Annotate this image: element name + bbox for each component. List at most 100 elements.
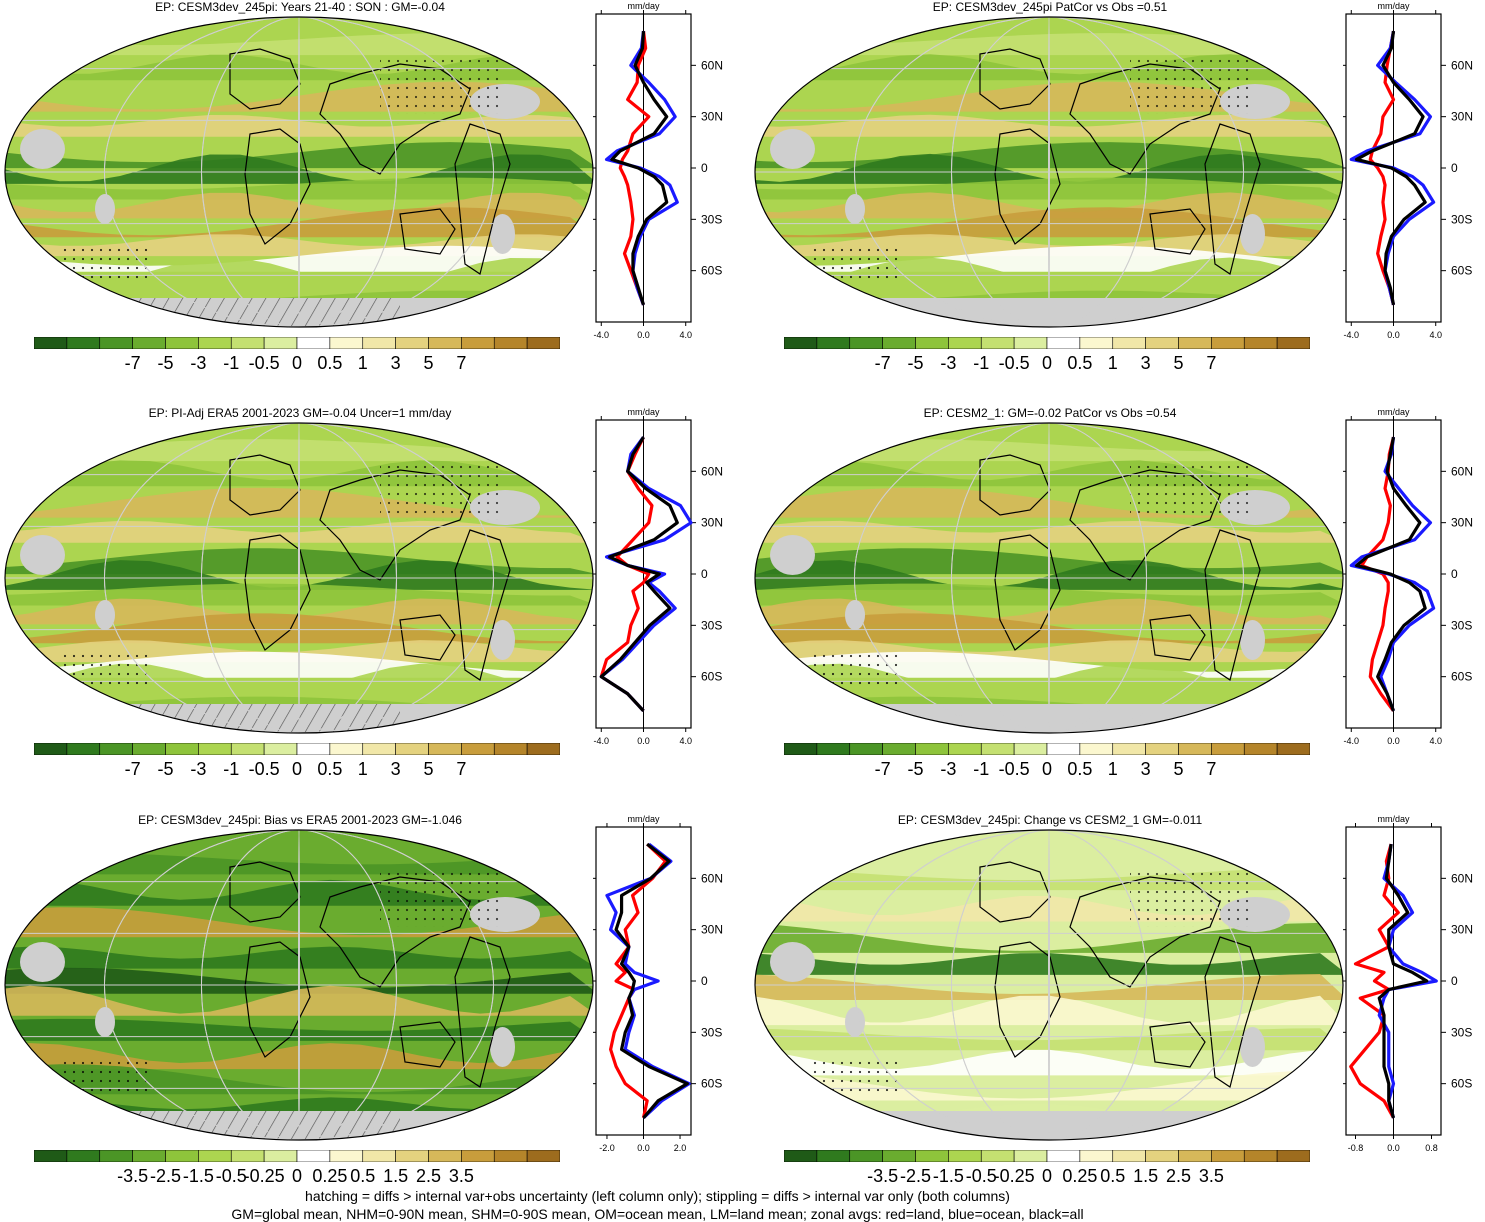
panel-2: EP: CESM3dev_245pi PatCor vs Obs =0.51 -7…	[750, 0, 1485, 404]
colorbar-labels: -7 -5 -3 -1 -0.5 0 0.5 1 3 5 7	[784, 352, 1310, 374]
colorbar-labels: -7 -5 -3 -1 -0.5 0 0.5 1 3 5 7	[34, 352, 560, 374]
colorbar-label: 0.5	[1067, 353, 1093, 373]
colorbar-box	[915, 743, 949, 755]
colorbar-box	[1178, 1150, 1212, 1162]
colorbar-box	[1112, 743, 1146, 755]
footer-line-1: hatching = diffs > internal var+obs unce…	[305, 1188, 1010, 1204]
panel-5: EP: CESM3dev_245pi: Bias vs ERA5 2001-20…	[0, 813, 742, 1217]
series-all	[1354, 30, 1427, 306]
colorbar	[34, 1150, 560, 1162]
colorbar-label: 3.5	[448, 1166, 474, 1186]
colorbar-box	[882, 337, 916, 349]
colorbar-box	[1145, 337, 1179, 349]
colorbar-label: 1	[1107, 353, 1118, 373]
colorbar-box	[263, 1150, 298, 1162]
colorbar-label: -0.5	[248, 353, 280, 373]
map	[4, 829, 594, 1141]
colorbar-box	[980, 1150, 1015, 1162]
lat-tick-label: 60S	[701, 670, 722, 684]
colorbar-box	[526, 743, 560, 755]
colorbar-box	[526, 337, 560, 349]
value-tick-label: -2.0	[599, 1143, 615, 1153]
lat-tick-label: 30N	[701, 923, 723, 937]
map	[4, 16, 594, 328]
colorbar-label: -3	[940, 759, 957, 779]
value-tick-label: 2.0	[674, 1143, 687, 1153]
lat-tick-label: 0	[701, 567, 708, 581]
colorbar-label: -7	[874, 759, 891, 779]
colorbar-label: 7	[1206, 759, 1217, 779]
colorbar-label: 3.5	[1198, 1166, 1224, 1186]
colorbar-box	[329, 337, 364, 349]
lat-tick-label: 60S	[1451, 264, 1472, 278]
colorbar-box	[395, 743, 429, 755]
colorbar-box	[980, 337, 1015, 349]
series-land	[1368, 30, 1396, 306]
colorbar-label: 3	[390, 353, 401, 373]
colorbar	[784, 743, 1310, 755]
zonal-mean-plot: mm/day 60N 30N 0 30S 60S -0.8 0.0 0.8	[1343, 814, 1473, 1153]
colorbar-labels: -3.5 -2.5 -1.5 -0.5 -0.25 0 0.25 0.5 1.5 2.5 3.5	[34, 1165, 560, 1187]
lat-tick-label: 60N	[1451, 58, 1473, 72]
colorbar-box	[849, 337, 883, 349]
colorbar-box	[784, 337, 818, 349]
colorbar-label: 7	[1206, 353, 1217, 373]
colorbar-box	[1211, 1150, 1245, 1162]
colorbar-box	[263, 337, 298, 349]
series-land	[1349, 843, 1400, 1119]
zonal-unit-label: mm/day	[1377, 1, 1410, 11]
map-border	[754, 829, 1344, 1141]
colorbar-labels: -7 -5 -3 -1 -0.5 0 0.5 1 3 5 7	[34, 758, 560, 780]
value-tick-label: 0.0	[637, 1143, 650, 1153]
colorbar-box	[1276, 1150, 1310, 1162]
value-tick-label: -4.0	[1344, 330, 1360, 340]
series-land	[599, 436, 654, 712]
lat-tick-label: 30N	[701, 516, 723, 530]
colorbar-label: -5	[157, 353, 174, 373]
panel-4: EP: CESM2_1: GM=-0.02 PatCor vs Obs =0.5…	[750, 406, 1485, 810]
zonal-mean-plot: mm/day 60N 30N 0 30S 60S -4.0 0.0 4.0	[1343, 1, 1473, 340]
lat-tick-label: 30N	[701, 110, 723, 124]
colorbar-box	[816, 337, 851, 349]
colorbar-label: 1.5	[1133, 1166, 1159, 1186]
colorbar-box	[1243, 1150, 1278, 1162]
lat-tick-label: 60S	[1451, 1077, 1472, 1091]
colorbar-label: 0	[1041, 353, 1053, 373]
colorbar-box	[66, 337, 101, 349]
panel-1: EP: CESM3dev_245pi: Years 21-40 : SON : …	[0, 0, 742, 404]
colorbar-box	[1211, 337, 1245, 349]
colorbar-label: -1.5	[932, 1166, 964, 1186]
colorbar-label: -7	[124, 759, 141, 779]
lat-tick-label: 60N	[1451, 464, 1473, 478]
colorbar-box	[493, 337, 528, 349]
colorbar-box	[1145, 1150, 1179, 1162]
colorbar-label: -3	[190, 353, 207, 373]
colorbar-label: -1.5	[182, 1166, 214, 1186]
colorbar-box	[816, 1150, 851, 1162]
panel-6: EP: CESM3dev_245pi: Change vs CESM2_1 GM…	[750, 813, 1485, 1217]
colorbar-label: -0.25	[243, 1166, 285, 1186]
colorbar-box	[461, 1150, 495, 1162]
colorbar-box	[362, 743, 396, 755]
colorbar-box	[980, 743, 1015, 755]
colorbar-box	[132, 743, 166, 755]
colorbar-box	[230, 1150, 265, 1162]
colorbar-label: -1	[223, 759, 240, 779]
lat-tick-label: 60N	[701, 58, 723, 72]
colorbar-label: 5	[1173, 353, 1184, 373]
colorbar-box	[1013, 337, 1048, 349]
colorbar-box	[99, 1150, 133, 1162]
lat-tick-label: 60N	[701, 871, 723, 885]
lat-tick-label: 60S	[701, 264, 722, 278]
value-tick-label: 0.8	[1425, 1143, 1438, 1153]
colorbar-label: -0.5	[248, 759, 280, 779]
colorbar-label: 0	[1041, 1166, 1053, 1186]
colorbar-box	[296, 337, 331, 349]
colorbar-label: 5	[423, 353, 434, 373]
colorbar-box	[198, 743, 232, 755]
lat-tick-label: 30S	[1451, 1025, 1472, 1039]
colorbar-box	[784, 743, 818, 755]
lat-tick-label: 30S	[701, 1025, 722, 1039]
colorbar-label: 1	[357, 353, 368, 373]
colorbar-label: -3	[940, 353, 957, 373]
